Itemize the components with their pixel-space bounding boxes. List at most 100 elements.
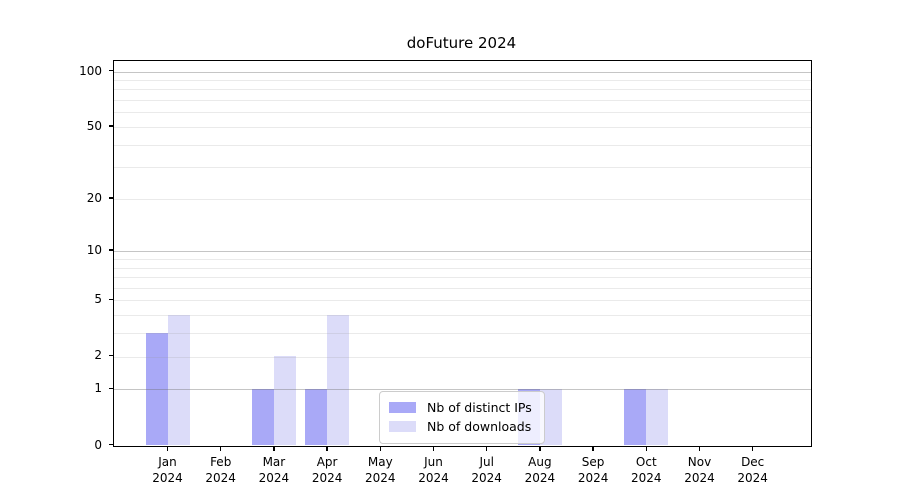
bar-nb-of-distinct-ips-oct xyxy=(624,389,647,446)
x-tick-month: Nov xyxy=(687,454,712,469)
gridline-major-100 xyxy=(114,71,811,73)
x-tick-mark-feb xyxy=(219,446,222,451)
legend: Nb of distinct IPs Nb of downloads xyxy=(379,391,545,444)
bar-nb-of-downloads-apr xyxy=(327,315,350,446)
x-tick-label-aug: Aug 2024 xyxy=(512,454,568,487)
bar-nb-of-downloads-aug xyxy=(539,389,562,446)
x-tick-mark-aug xyxy=(539,446,541,451)
y-tick-mark-5 xyxy=(109,298,114,301)
x-tick-year: 2024 xyxy=(684,471,715,485)
x-tick-month: Jun xyxy=(424,454,443,469)
x-tick-label-sep: Sep 2024 xyxy=(565,454,621,487)
x-tick-month: Sep xyxy=(581,454,605,469)
x-tick-mark-jul xyxy=(485,446,488,451)
x-tick-month: Feb xyxy=(210,454,232,469)
x-tick-label-dec: Dec 2024 xyxy=(725,454,781,487)
x-tick-mark-apr xyxy=(326,446,328,451)
x-tick-month: Jan xyxy=(158,454,177,469)
gridline-major-1 xyxy=(114,389,811,391)
x-tick-mark-may xyxy=(379,446,382,451)
x-tick-mark-jun xyxy=(432,446,435,451)
x-tick-mark-oct xyxy=(645,446,648,451)
gridline-minor-30 xyxy=(114,167,811,169)
x-tick-year: 2024 xyxy=(152,471,183,485)
y-tick-mark-0 xyxy=(109,443,114,446)
gridline-minor-3 xyxy=(114,333,811,335)
gridline-minor-4 xyxy=(114,315,811,317)
x-tick-year: 2024 xyxy=(311,471,343,485)
y-tick-label-5: 5 xyxy=(94,292,102,307)
legend-swatch-downloads xyxy=(389,421,416,432)
plot-area xyxy=(113,60,812,447)
legend-item-downloads: Nb of downloads xyxy=(389,417,535,436)
x-tick-year: 2024 xyxy=(205,471,236,485)
gridline-minor-8 xyxy=(114,267,811,269)
x-tick-label-may: May 2024 xyxy=(352,454,408,487)
y-tick-label-10: 10 xyxy=(86,243,102,258)
gridline-major-10 xyxy=(114,251,811,253)
gridline-minor-6 xyxy=(114,287,811,289)
gridline-minor-40 xyxy=(114,144,811,146)
gridline-minor-80 xyxy=(114,89,811,91)
y-tick-mark-20 xyxy=(109,197,114,199)
legend-swatch-distinct-ips xyxy=(389,402,416,413)
bar-nb-of-distinct-ips-apr xyxy=(305,389,328,446)
y-tick-label-2: 2 xyxy=(94,348,102,363)
x-tick-label-jul: Jul 2024 xyxy=(459,454,515,487)
y-tick-mark-50 xyxy=(109,125,114,127)
y-tick-label-100: 100 xyxy=(79,63,102,78)
x-tick-month: May xyxy=(367,454,393,469)
gridline-minor-60 xyxy=(114,112,811,114)
gridline-minor-50 xyxy=(114,126,811,128)
y-tick-label-0: 0 xyxy=(94,437,102,452)
x-tick-label-mar: Mar 2024 xyxy=(246,454,302,487)
x-tick-year: 2024 xyxy=(418,471,449,485)
x-tick-mark-sep xyxy=(592,446,594,451)
x-tick-year: 2024 xyxy=(258,471,290,485)
x-tick-label-oct: Oct 2024 xyxy=(618,454,674,487)
x-tick-month: Aug xyxy=(528,454,552,469)
x-tick-month: Apr xyxy=(316,454,338,469)
gridline-minor-90 xyxy=(114,80,811,81)
gridline-minor-9 xyxy=(114,258,811,260)
x-tick-year: 2024 xyxy=(577,471,609,485)
y-tick-label-20: 20 xyxy=(86,190,102,205)
x-tick-year: 2024 xyxy=(365,471,396,485)
legend-label-downloads: Nb of downloads xyxy=(427,419,532,434)
y-tick-mark-10 xyxy=(109,249,114,251)
y-tick-label-50: 50 xyxy=(86,118,102,133)
x-tick-year: 2024 xyxy=(471,471,502,485)
gridline-minor-2 xyxy=(114,356,811,358)
gridline-minor-70 xyxy=(114,100,811,102)
x-tick-year: 2024 xyxy=(524,471,556,485)
gridline-minor-5 xyxy=(114,300,811,302)
x-tick-month: Oct xyxy=(635,454,657,469)
x-tick-year: 2024 xyxy=(631,471,662,485)
x-tick-mark-jan xyxy=(166,446,169,451)
x-tick-mark-dec xyxy=(751,446,754,451)
gridline-minor-7 xyxy=(114,277,811,278)
y-tick-mark-1 xyxy=(109,387,114,390)
x-tick-label-apr: Apr 2024 xyxy=(299,454,355,487)
bar-nb-of-distinct-ips-mar xyxy=(251,389,274,446)
x-tick-mark-nov xyxy=(698,446,701,451)
bar-nb-of-downloads-mar xyxy=(273,356,296,446)
x-tick-label-jan: Jan 2024 xyxy=(140,454,196,487)
bar-nb-of-downloads-oct xyxy=(646,389,669,446)
y-tick-mark-2 xyxy=(109,354,114,357)
y-tick-label-1: 1 xyxy=(94,381,102,396)
x-tick-month: Jul xyxy=(479,454,494,469)
x-tick-month: Mar xyxy=(262,454,286,469)
chart-title: doFuture 2024 xyxy=(406,34,517,52)
legend-item-distinct-ips: Nb of distinct IPs xyxy=(389,398,535,417)
bar-nb-of-distinct-ips-jan xyxy=(145,333,168,446)
x-tick-label-jun: Jun 2024 xyxy=(406,454,462,487)
x-tick-mark-mar xyxy=(273,446,275,451)
y-tick-mark-100 xyxy=(109,69,114,72)
legend-label-distinct-ips: Nb of distinct IPs xyxy=(427,400,532,415)
bar-nb-of-downloads-jan xyxy=(167,315,190,446)
x-tick-month: Dec xyxy=(741,454,765,469)
gridline-minor-20 xyxy=(114,198,811,200)
x-tick-label-nov: Nov 2024 xyxy=(672,454,728,487)
